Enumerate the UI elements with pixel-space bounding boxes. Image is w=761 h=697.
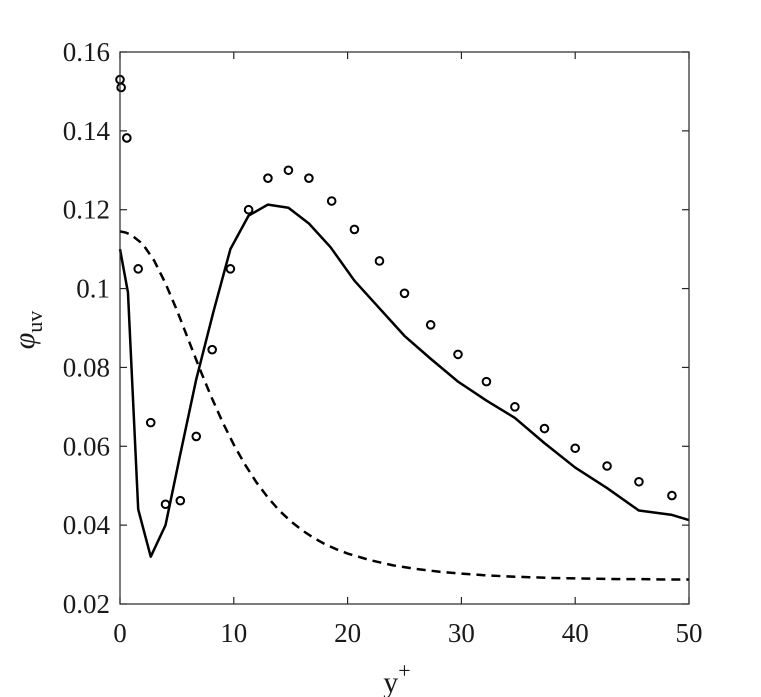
y-tick-label: 0.04 — [63, 510, 111, 540]
x-tick-label: 0 — [113, 618, 127, 648]
data-point-marker — [425, 320, 436, 330]
y-axis-label: φuv — [8, 311, 47, 350]
y-tick-label: 0.08 — [63, 352, 110, 382]
solid-series-line — [118, 203, 690, 558]
y-tick-label: 0.14 — [63, 116, 111, 146]
data-point-marker — [133, 264, 144, 274]
data-point-marker — [453, 349, 463, 360]
data-point-marker — [349, 224, 360, 235]
y-tick-label: 0.02 — [63, 589, 110, 619]
data-point-marker — [634, 476, 644, 487]
data-point-marker — [570, 443, 581, 454]
x-tick-label: 10 — [220, 618, 247, 648]
data-point-marker — [225, 264, 236, 274]
dashed-series-line — [119, 230, 689, 581]
data-point-marker — [263, 173, 273, 183]
x-axis-label: y+ — [383, 658, 410, 697]
y-tick-label: 0.16 — [63, 37, 110, 67]
data-point-marker — [667, 490, 677, 501]
data-point-marker — [399, 288, 410, 299]
data-point-marker — [374, 256, 385, 266]
data-point-marker — [326, 196, 337, 206]
data-point-marker — [602, 461, 612, 471]
data-point-marker — [207, 344, 217, 355]
x-axis-ticks: 0 10 20 30 40 50 — [113, 52, 703, 648]
plot-frame — [119, 51, 690, 605]
data-point-marker — [243, 204, 254, 215]
plot-lines — [118, 203, 690, 581]
y-tick-label: 0.1 — [76, 274, 110, 304]
x-tick-label: 30 — [448, 618, 475, 648]
data-point-marker — [145, 417, 156, 428]
data-point-marker — [116, 82, 126, 93]
data-point-marker — [175, 495, 186, 506]
x-tick-label: 20 — [334, 618, 361, 648]
data-point-marker — [191, 431, 202, 442]
data-point-marker — [510, 402, 520, 412]
data-point-marker — [304, 173, 314, 183]
data-point-marker — [481, 376, 492, 387]
x-tick-label: 50 — [676, 618, 703, 648]
data-point-marker — [122, 133, 132, 143]
data-point-marker — [539, 423, 550, 434]
data-point-marker — [160, 499, 171, 510]
y-tick-label: 0.12 — [63, 195, 110, 225]
data-point-marker — [283, 165, 294, 176]
y-tick-label: 0.06 — [63, 431, 110, 461]
y-axis-ticks: 0.02 0.04 0.06 0.08 0.1 0.12 0.14 0.16 — [63, 37, 689, 619]
plot-markers — [115, 74, 677, 510]
x-tick-label: 40 — [562, 618, 589, 648]
